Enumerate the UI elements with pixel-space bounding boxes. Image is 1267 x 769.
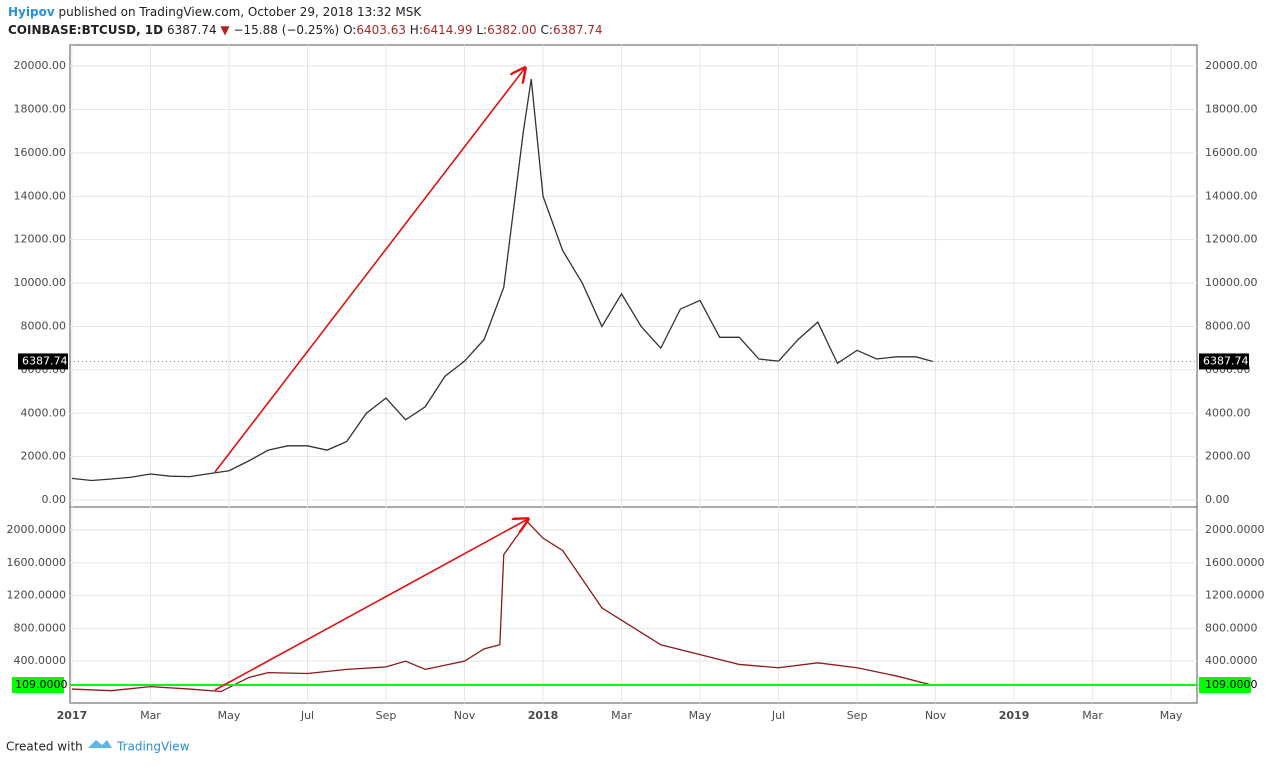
price-line xyxy=(71,78,933,482)
y2-tick-label: 1600.0000 xyxy=(1205,556,1265,569)
y2-tick-label: 800.0000 xyxy=(1205,621,1258,634)
change: −15.88 (−0.25%) xyxy=(233,23,339,37)
y-tick-label: 10000.00 xyxy=(14,276,67,289)
h-value: 6414.99 xyxy=(423,23,473,37)
y-tick-label: 16000.00 xyxy=(14,146,67,159)
down-arrow: ▼ xyxy=(220,23,230,37)
h-label: H: xyxy=(410,23,423,37)
l-value: 6382.00 xyxy=(487,23,537,37)
y2-tick-label: 12000.00 xyxy=(1205,233,1258,246)
y-tick-label: 0.00 xyxy=(42,493,67,506)
y-tick-label: 12000.00 xyxy=(14,233,67,246)
y-tick-label: 2000.00 xyxy=(21,450,67,463)
x-tick-label: Nov xyxy=(454,709,476,722)
author[interactable]: Hyipov xyxy=(8,5,55,19)
y-tick-label: 4000.00 xyxy=(21,406,67,419)
y-tick-label: 1600.0000 xyxy=(7,556,67,569)
x-tick-label: 2019 xyxy=(999,709,1030,722)
x-tick-label: May xyxy=(218,709,241,722)
x-tick-label: May xyxy=(1160,709,1183,722)
published: published on TradingView.com, October 29… xyxy=(58,5,422,19)
y2-tick-label: 400.0000 xyxy=(1205,654,1258,667)
price-line xyxy=(71,520,932,693)
last-price-label: 6387.74 xyxy=(1203,354,1249,367)
y-tick-label: 20000.00 xyxy=(14,59,67,72)
x-tick-label: Jul xyxy=(771,709,785,722)
y2-tick-label: 10000.00 xyxy=(1205,276,1258,289)
x-tick-label: Mar xyxy=(140,709,161,722)
y2-tick-label: 20000.00 xyxy=(1205,59,1258,72)
level-label: 109.0000 xyxy=(1205,678,1258,691)
last-price-label: 6387.74 xyxy=(22,354,68,367)
y-tick-label: 400.0000 xyxy=(14,654,67,667)
x-tick-label: Mar xyxy=(1082,709,1103,722)
last-price-box xyxy=(18,353,68,370)
x-tick-label: May xyxy=(689,709,712,722)
price: 6387.74 xyxy=(167,23,217,37)
footer-created: Created with xyxy=(6,740,83,754)
y2-tick-label: 1200.0000 xyxy=(1205,589,1265,602)
c-label: C: xyxy=(541,23,553,37)
y2-tick-label: 18000.00 xyxy=(1205,102,1258,115)
y-tick-label: 18000.00 xyxy=(14,102,67,115)
x-tick-label: Sep xyxy=(376,709,397,722)
x-tick-label: Nov xyxy=(925,709,947,722)
level-box xyxy=(12,677,64,694)
last-price-box xyxy=(1199,353,1249,370)
x-tick-label: 2018 xyxy=(528,709,559,722)
symbol: COINBASE:BTCUSD, 1D xyxy=(8,23,163,37)
y-tick-label: 800.0000 xyxy=(14,621,67,634)
x-tick-label: Jul xyxy=(300,709,314,722)
y2-tick-label: 16000.00 xyxy=(1205,146,1258,159)
footer-brand[interactable]: TradingView xyxy=(116,740,190,754)
annotation-arrow xyxy=(214,519,528,691)
y-tick-label: 1200.0000 xyxy=(7,589,67,602)
l-label: L: xyxy=(476,23,487,37)
y-tick-label: 14000.00 xyxy=(14,189,67,202)
annotation-arrow xyxy=(214,68,525,473)
y-tick-label: 2000.0000 xyxy=(7,523,67,536)
y-tick-label: 8000.00 xyxy=(21,319,67,332)
header-line-1: Hyipov published on TradingView.com, Oct… xyxy=(8,5,422,19)
o-value: 6403.63 xyxy=(356,23,406,37)
o-label: O: xyxy=(343,23,356,37)
x-tick-label: Mar xyxy=(611,709,632,722)
level-label: 109.0000 xyxy=(15,678,68,691)
y2-tick-label: 2000.0000 xyxy=(1205,523,1265,536)
chart-frame xyxy=(69,44,1198,704)
tv-logo xyxy=(88,740,112,748)
c-value: 6387.74 xyxy=(553,23,603,37)
y2-tick-label: 8000.00 xyxy=(1205,319,1251,332)
x-tick-label: Sep xyxy=(847,709,868,722)
y2-tick-label: 14000.00 xyxy=(1205,189,1258,202)
y2-tick-label: 2000.00 xyxy=(1205,450,1251,463)
header-line-2: COINBASE:BTCUSD, 1D 6387.74 ▼ −15.88 (−0… xyxy=(8,23,603,37)
x-tick-label: 2017 xyxy=(57,709,88,722)
y2-tick-label: 4000.00 xyxy=(1205,406,1251,419)
y2-tick-label: 0.00 xyxy=(1205,493,1230,506)
level-box xyxy=(1199,677,1251,694)
